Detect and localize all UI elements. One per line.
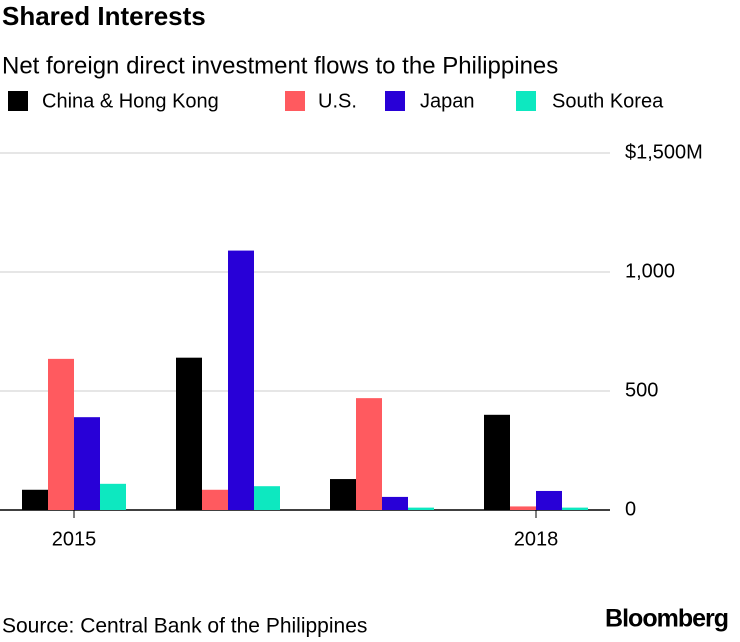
legend-swatch [285, 91, 305, 111]
chart-subtitle: Net foreign direct investment flows to t… [2, 52, 558, 79]
bar [48, 358, 74, 510]
bar [202, 489, 228, 510]
legend-swatch [8, 91, 28, 111]
bar [408, 507, 434, 510]
bar [510, 506, 536, 510]
bar [484, 414, 510, 510]
bar [176, 357, 202, 510]
legend-swatch [516, 91, 536, 111]
bar [382, 496, 408, 510]
legend-swatch [385, 91, 405, 111]
x-tick-label: 2018 [514, 528, 559, 550]
bar [562, 507, 588, 510]
bar [228, 250, 254, 510]
source: Source: Central Bank of the Philippines [2, 615, 367, 638]
bar [100, 483, 126, 510]
y-tick-label: $1,500M [625, 141, 703, 163]
bar [254, 486, 280, 510]
bar [330, 479, 356, 510]
bar [356, 398, 382, 510]
y-tick-label: 500 [625, 379, 658, 401]
legend-label: China & Hong Kong [42, 90, 219, 112]
y-tick-label: 1,000 [625, 260, 675, 282]
chart-title: Shared Interests [2, 1, 206, 31]
legend-label: Japan [420, 90, 475, 112]
x-tick-label: 2015 [52, 528, 97, 550]
legend-label: South Korea [552, 90, 664, 112]
bar [74, 417, 100, 510]
legend-label: U.S. [318, 90, 357, 112]
y-tick-label: 0 [625, 498, 636, 520]
brand-logo: Bloomberg [605, 605, 728, 633]
bar [22, 489, 48, 510]
bar [536, 490, 562, 510]
